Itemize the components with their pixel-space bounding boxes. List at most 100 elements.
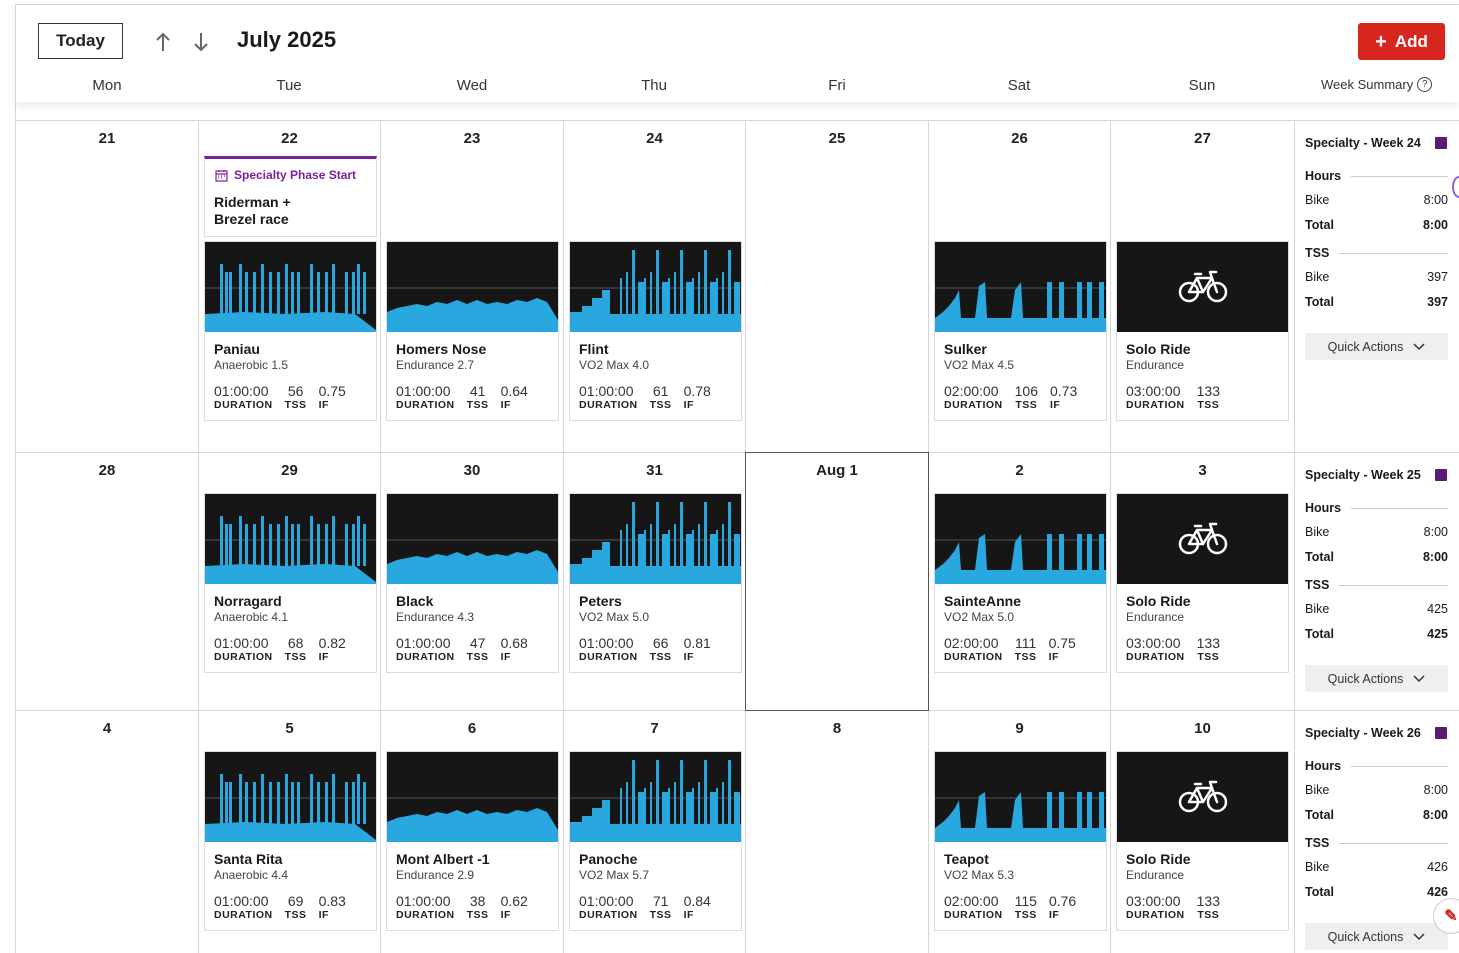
week-summary: Specialty - Week 25 Hours Bike 8:00 Total…	[1294, 453, 1459, 710]
today-button[interactable]: Today	[38, 23, 123, 59]
if-label: IF	[318, 651, 329, 663]
day-cell-sat[interactable]: 9 Teapot VO2 Max 5.3 02:00:00 DURATION 11…	[928, 711, 1110, 953]
tss-value: 111	[1014, 635, 1037, 651]
day-cell-tue[interactable]: 5 Santa Rita Anaerobic 4.4 01:00:00 DURAT…	[198, 711, 380, 953]
tss-bike-value: 426	[1427, 860, 1448, 874]
total-label: Total	[1305, 808, 1334, 822]
duration-value: 01:00:00	[579, 635, 634, 651]
tss-label: TSS	[284, 651, 307, 663]
bicycle-icon	[1117, 242, 1288, 332]
workout-card[interactable]: Solo Ride Endurance 03:00:00 DURATION 133…	[1116, 493, 1289, 673]
workout-card[interactable]: Santa Rita Anaerobic 4.4 01:00:00 DURATIO…	[204, 751, 377, 931]
day-cell-wed[interactable]: 23 Homers Nose Endurance 2.7 01:00:00 DUR…	[380, 121, 563, 452]
day-cell-sat[interactable]: 2 SainteAnne VO2 Max 5.0 02:00:00 DURATIO…	[928, 453, 1110, 710]
day-number: 28	[98, 462, 116, 479]
workout-card[interactable]: Flint VO2 Max 4.0 01:00:00 DURATION 61 TSS…	[569, 241, 742, 421]
day-cell-mon[interactable]: 28	[15, 453, 198, 710]
tss-value: 56	[287, 383, 304, 399]
workout-card[interactable]: Solo Ride Endurance 03:00:00 DURATION 133…	[1116, 751, 1289, 931]
hours-section: Hours	[1305, 169, 1448, 183]
phase-color-swatch	[1435, 469, 1447, 481]
tss-total-value: 426	[1427, 885, 1448, 899]
next-arrow-icon[interactable]	[190, 29, 212, 55]
workout-card[interactable]: Black Endurance 4.3 01:00:00 DURATION 47 T…	[386, 493, 559, 673]
day-cell-thu[interactable]: 7 Panoche VO2 Max 5.7 01:00:00 DURATION 7…	[563, 711, 745, 953]
duration-value: 01:00:00	[214, 635, 269, 651]
day-cell-fri[interactable]: 8	[745, 711, 928, 953]
quick-actions-button[interactable]: Quick Actions	[1305, 665, 1448, 692]
workout-type: VO2 Max 4.0	[579, 358, 650, 372]
chevron-down-icon	[1413, 674, 1425, 682]
duration-value: 03:00:00	[1126, 383, 1181, 399]
hours-bike-row: Bike 8:00	[1305, 783, 1448, 797]
tss-section: TSS	[1305, 836, 1448, 850]
workout-card[interactable]: Norragard Anaerobic 4.1 01:00:00 DURATION…	[204, 493, 377, 673]
quick-actions-button[interactable]: Quick Actions	[1305, 923, 1448, 950]
day-cell-mon[interactable]: 4	[15, 711, 198, 953]
workout-card[interactable]: Mont Albert -1 Endurance 2.9 01:00:00 DUR…	[386, 751, 559, 931]
vo2max-graph	[570, 752, 741, 842]
help-icon[interactable]: ?	[1417, 77, 1433, 92]
day-number: 29	[281, 462, 298, 479]
duration-stat: 03:00:00 DURATION	[1126, 635, 1185, 663]
hours-bike-value: 8:00	[1423, 193, 1448, 207]
day-cell-wed[interactable]: 30 Black Endurance 4.3 01:00:00 DURATION …	[380, 453, 563, 710]
if-stat: 0.81 IF	[684, 635, 711, 663]
day-cell-sun[interactable]: 3 Solo Ride Endurance 03:00:00 DURATION 1…	[1110, 453, 1294, 710]
day-cell-tue[interactable]: 29 Norragard Anaerobic 4.1 01:00:00 DURAT…	[198, 453, 380, 710]
workout-card[interactable]: Sulker VO2 Max 4.5 02:00:00 DURATION 106 T…	[934, 241, 1107, 421]
phase-tag: Specialty Phase Start	[215, 168, 356, 182]
anaerobic-graph	[205, 242, 376, 332]
add-button[interactable]: + Add	[1358, 23, 1445, 60]
workout-stats: 01:00:00 DURATION 66 TSS 0.81 IF	[579, 635, 723, 663]
summary-title: Specialty - Week 26	[1305, 726, 1421, 740]
workout-card[interactable]: Paniau Anaerobic 1.5 01:00:00 DURATION 56…	[204, 241, 377, 421]
phase-color-swatch	[1435, 137, 1447, 149]
quick-actions-label: Quick Actions	[1327, 339, 1404, 354]
pdf-icon[interactable]: ✎	[1433, 898, 1459, 934]
day-cell-wed[interactable]: 6 Mont Albert -1 Endurance 2.9 01:00:00 D…	[380, 711, 563, 953]
quick-actions-button[interactable]: Quick Actions	[1305, 333, 1448, 360]
day-cell-thu[interactable]: 31 Peters VO2 Max 5.0 01:00:00 DURATION 6…	[563, 453, 745, 710]
tss-label: TSS	[1015, 399, 1038, 411]
day-cell-sun[interactable]: 10 Solo Ride Endurance 03:00:00 DURATION …	[1110, 711, 1294, 953]
tss-value: 71	[652, 893, 669, 909]
workout-card[interactable]: Homers Nose Endurance 2.7 01:00:00 DURATI…	[386, 241, 559, 421]
duration-value: 03:00:00	[1126, 893, 1181, 909]
vo2max-long-graph	[935, 494, 1106, 584]
day-cell-thu[interactable]: 24 Flint VO2 Max 4.0 01:00:00 DURATION 61…	[563, 121, 745, 452]
day-number: Aug 1	[816, 462, 858, 479]
event-title: Riderman + Brezel race	[214, 194, 291, 227]
workout-stats: 01:00:00 DURATION 41 TSS 0.64 IF	[396, 383, 540, 411]
tss-label: TSS	[466, 651, 489, 663]
workout-card[interactable]: SainteAnne VO2 Max 5.0 02:00:00 DURATION …	[934, 493, 1107, 673]
day-cell-fri[interactable]: 25	[745, 121, 928, 452]
day-cell-tue[interactable]: 22 Specialty Phase Start Riderman + Brez…	[198, 121, 380, 452]
side-panel-icon[interactable]	[1452, 176, 1459, 198]
week-row: 28 29 Norragard Anaerobic 4.1 01:00:00 DUR…	[15, 452, 1459, 710]
week-summary-label: Week Summary	[1321, 77, 1414, 92]
day-cell-mon[interactable]: 21	[15, 121, 198, 452]
workout-name: Teapot	[944, 851, 989, 867]
day-number: 26	[1011, 130, 1028, 147]
workout-card[interactable]: Panoche VO2 Max 5.7 01:00:00 DURATION 71 T…	[569, 751, 742, 931]
workout-card[interactable]: Teapot VO2 Max 5.3 02:00:00 DURATION 115 T…	[934, 751, 1107, 931]
day-number: 27	[1194, 130, 1211, 147]
hours-total-row: Total 8:00	[1305, 218, 1448, 232]
if-stat: 0.62 IF	[501, 893, 528, 921]
plus-icon: +	[1375, 30, 1387, 53]
if-value: 0.84	[683, 893, 711, 909]
day-cell-sat[interactable]: 26 Sulker VO2 Max 4.5 02:00:00 DURATION 1…	[928, 121, 1110, 452]
day-cell-sun[interactable]: 27 Solo Ride Endurance 03:00:00 DURATION …	[1110, 121, 1294, 452]
if-value: 0.75	[318, 383, 346, 399]
dow-fri: Fri	[828, 77, 846, 94]
month-title: July 2025	[237, 27, 337, 52]
previous-arrow-icon[interactable]	[152, 29, 174, 55]
workout-card[interactable]: Solo Ride Endurance 03:00:00 DURATION 133…	[1116, 241, 1289, 421]
duration-stat: 01:00:00 DURATION	[579, 383, 638, 411]
endurance-graph	[387, 494, 558, 584]
workout-card[interactable]: Peters VO2 Max 5.0 01:00:00 DURATION 66 TS…	[569, 493, 742, 673]
duration-label: DURATION	[579, 399, 638, 411]
phase-event-card[interactable]: Specialty Phase Start Riderman + Brezel …	[204, 156, 377, 237]
tss-stat: 47 TSS	[467, 635, 489, 663]
